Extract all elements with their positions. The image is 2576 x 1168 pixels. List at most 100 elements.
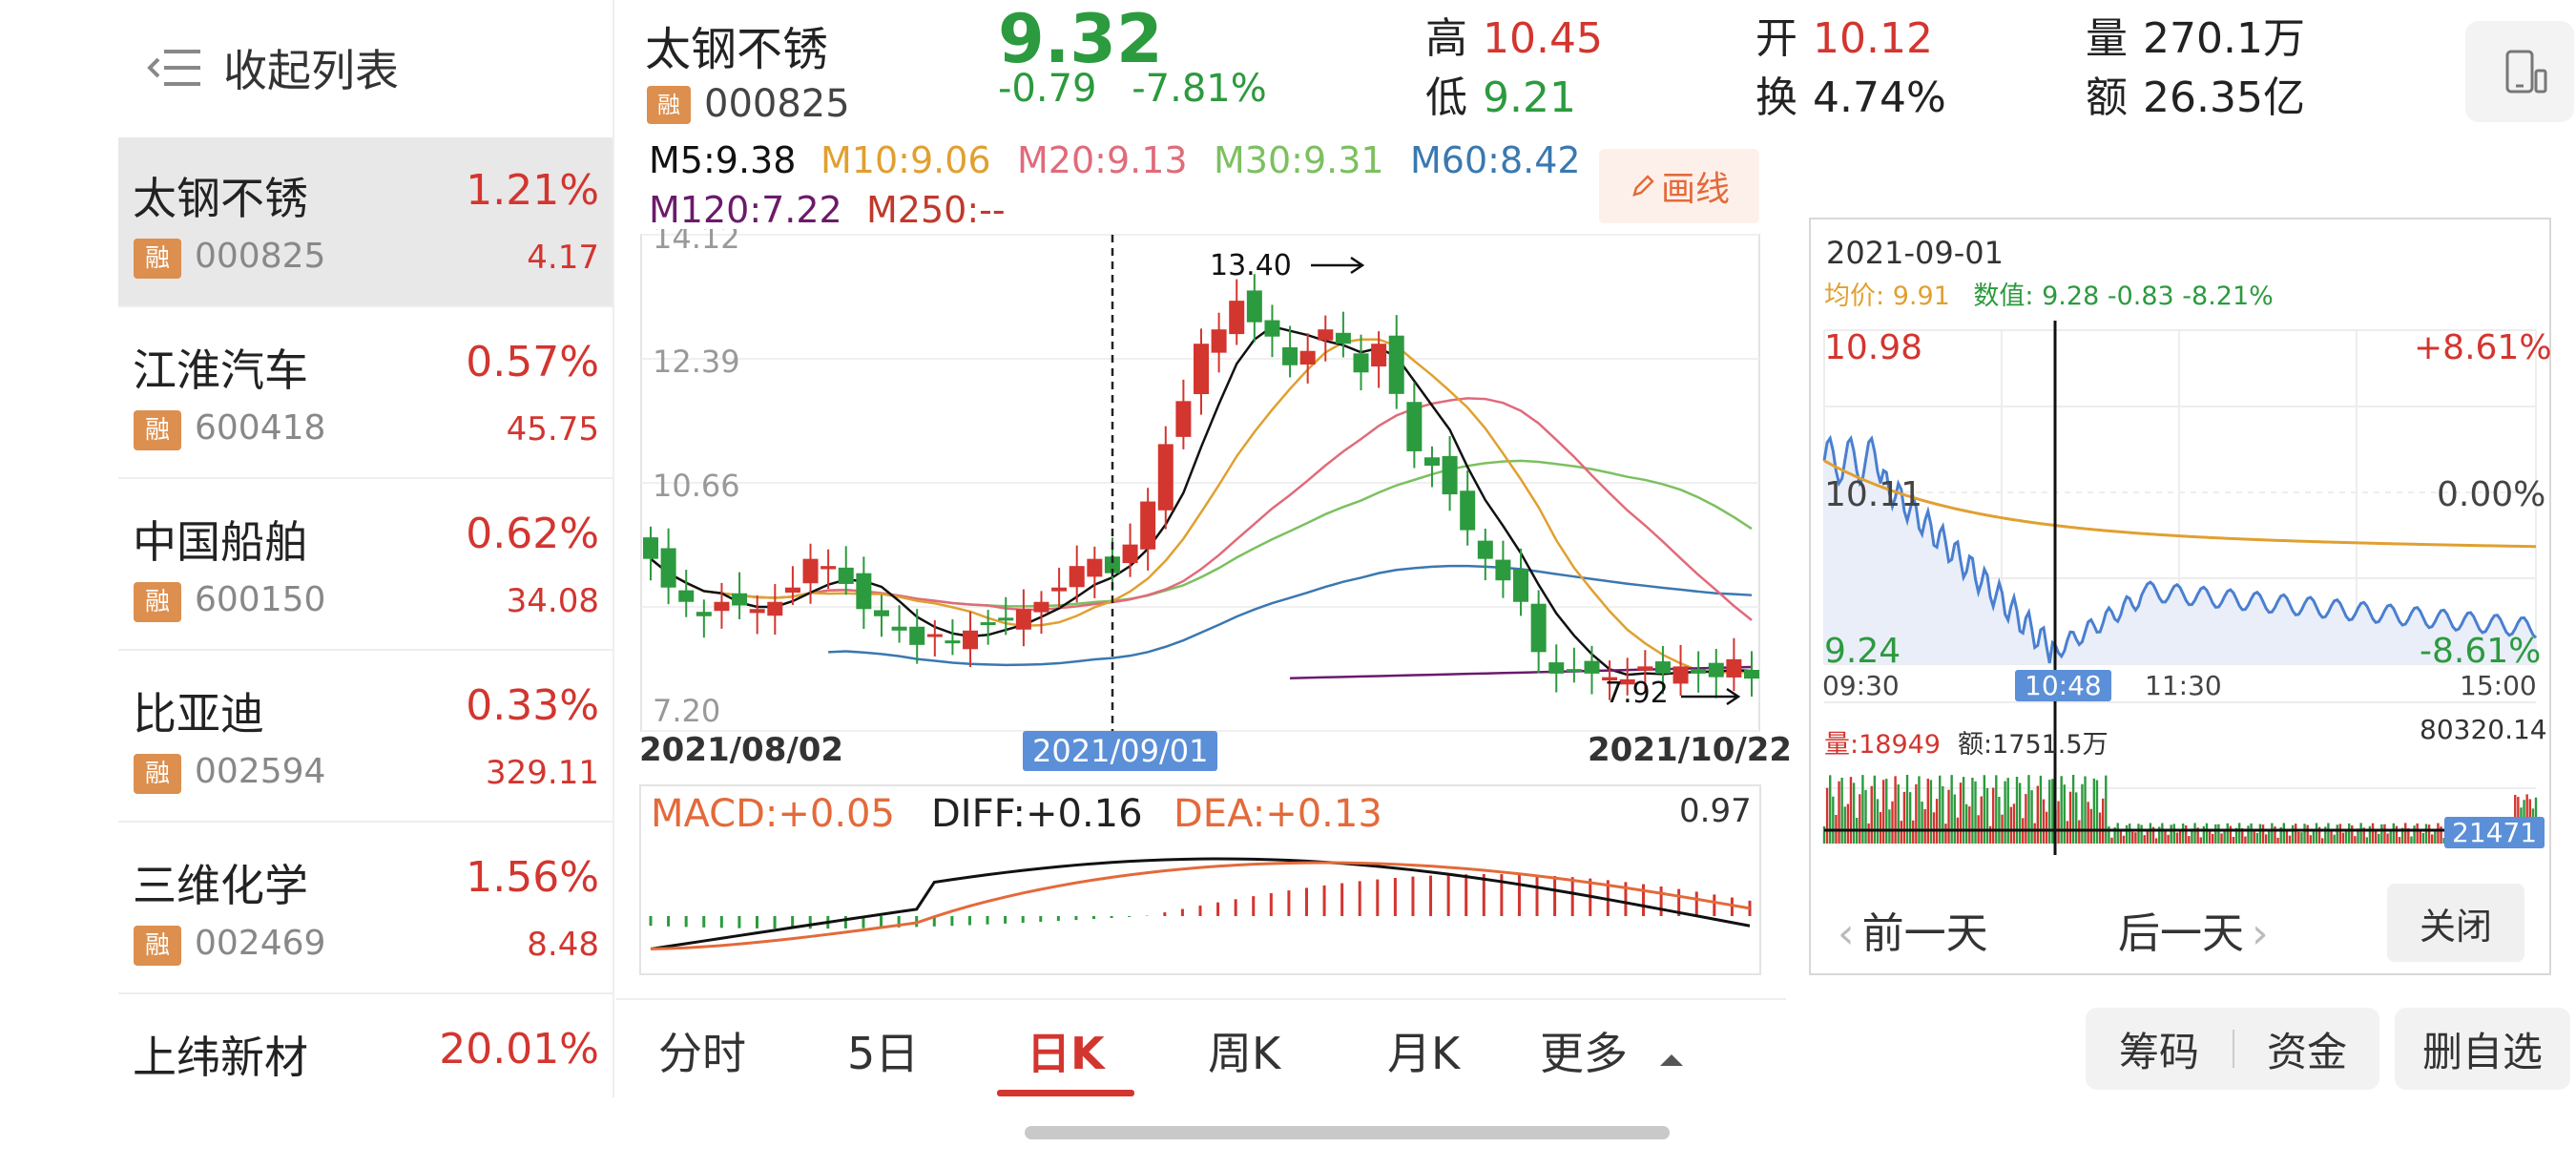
stock-list-item[interactable]: 太钢不锈 1.21% 融 000825 4.17 — [118, 137, 613, 307]
y-tick-label: 10.66 — [653, 468, 740, 504]
remove-watchlist-button[interactable]: 删自选 — [2395, 1008, 2570, 1090]
intraday-avg-line — [1823, 459, 2537, 549]
funds-button[interactable]: 资金 — [2266, 1028, 2347, 1075]
candle-body — [1318, 329, 1334, 341]
price-change: -0.79 -7.81% — [998, 67, 1267, 111]
volume-stat: 量 270.1万 — [2086, 4, 2305, 65]
tabs-divider — [616, 998, 1786, 1000]
stock-price: 329.11 — [486, 754, 599, 792]
candle-body — [1602, 677, 1618, 681]
candle-body — [1122, 544, 1138, 564]
intraday-time-mid: 11:30 — [2145, 670, 2222, 701]
caret-up-icon — [1659, 1054, 1683, 1066]
margin-badge: 融 — [134, 239, 181, 279]
stock-list-item[interactable]: 比亚迪 0.33% 融 002594 329.11 — [118, 653, 613, 823]
turnover-label: 换 — [1755, 73, 1797, 122]
turnover-stat: 换 4.74% — [1755, 63, 1946, 124]
candle-body — [1691, 668, 1707, 674]
close-popup-button[interactable]: 关闭 — [2387, 884, 2524, 962]
diff-line — [650, 857, 1751, 950]
high-stat: 高 10.45 — [1425, 4, 1603, 65]
candle-body — [732, 593, 748, 606]
candle-body — [1637, 666, 1653, 671]
collapse-list-label: 收起列表 — [223, 45, 399, 96]
open-label: 开 — [1755, 14, 1797, 63]
intraday-price-area — [1824, 438, 2536, 664]
stock-change-pct: 0.62% — [466, 510, 599, 558]
next-day-button[interactable]: 后一天 › — [2118, 899, 2269, 960]
candle-body — [1033, 601, 1049, 613]
y-tick-label: 14.12 — [653, 229, 740, 256]
draw-line-button[interactable]: 画线 — [1599, 149, 1759, 223]
low-marker: 7.92 — [1605, 677, 1669, 710]
candle-body — [1708, 662, 1724, 678]
open-value: 10.12 — [1813, 14, 1933, 63]
tab-weekly-k[interactable]: 周K — [1208, 1028, 1281, 1079]
last-price: 9.32 — [998, 0, 1163, 78]
tab-monthly-k[interactable]: 月K — [1387, 1028, 1461, 1079]
stock-change-pct: 1.56% — [466, 853, 599, 902]
ma60-line — [828, 564, 1753, 667]
candle-body — [1423, 457, 1440, 466]
candle-body — [1175, 401, 1192, 437]
intraday-top-price: 10.98 — [1824, 328, 1923, 367]
next-day-label: 后一天 — [2118, 909, 2244, 958]
candle-body — [1495, 559, 1511, 581]
ma10-line — [650, 338, 1753, 675]
tab-5day[interactable]: 5日 — [847, 1028, 920, 1079]
stock-price: 8.48 — [527, 926, 599, 964]
chips-button[interactable]: 筹码 — [2118, 1028, 2199, 1075]
stock-code: 002469 — [195, 924, 326, 963]
candle-body — [856, 573, 872, 610]
kline-chart[interactable]: 14.12 12.39 10.66 7.20 13.40 7.92 — [639, 229, 1761, 773]
kline-y-axis: 14.12 12.39 10.66 7.20 — [653, 229, 740, 729]
candle-body — [1246, 290, 1262, 323]
volume-value: 270.1万 — [2143, 14, 2305, 63]
margin-badge: 融 — [647, 86, 691, 124]
macd-panel[interactable] — [639, 784, 1761, 975]
val-value: 9.28 -0.83 -8.21% — [2042, 282, 2274, 311]
candlestick-series — [643, 274, 1759, 700]
stock-code: 600418 — [195, 408, 326, 448]
kline-x-cursor: 2021/09/01 — [1023, 731, 1218, 771]
stock-change-pct: 20.01% — [439, 1025, 599, 1074]
stock-list-item[interactable]: 江淮汽车 0.57% 融 600418 45.75 — [118, 309, 613, 479]
high-marker-arrow — [1311, 256, 1365, 275]
candle-body — [1264, 320, 1280, 337]
intraday-volume-label: 量:18949 — [1824, 730, 1941, 760]
candle-body — [1406, 402, 1423, 451]
tab-more[interactable]: 更多 — [1540, 1019, 1686, 1082]
stock-list-item[interactable]: 三维化学 1.56% 融 002469 8.48 — [118, 824, 613, 994]
candle-body — [873, 610, 889, 616]
candle-body — [1584, 660, 1600, 674]
low-marker-arrow — [1681, 687, 1741, 706]
candle-body — [963, 630, 979, 650]
intraday-volume-bars — [1822, 775, 2538, 844]
intraday-time-start: 09:30 — [1822, 670, 1900, 701]
ma250-label: M250:-- — [866, 189, 1006, 231]
stock-list-item[interactable]: 上纬新材 20.01% — [118, 996, 613, 1097]
candle-body — [1530, 603, 1547, 653]
prev-day-button[interactable]: ‹ 前一天 — [1838, 899, 1988, 960]
intraday-top-pct: +8.61% — [2414, 328, 2552, 367]
stock-list-item[interactable]: 中国船舶 0.62% 融 600150 34.08 — [118, 481, 613, 651]
candle-body — [1282, 346, 1298, 365]
open-stat: 开 10.12 — [1755, 4, 1933, 65]
collapse-list-button[interactable]: 收起列表 — [147, 34, 399, 101]
candle-body — [1051, 587, 1068, 592]
stock-code: 600150 — [195, 580, 326, 619]
tab-intraday[interactable]: 分时 — [658, 1028, 746, 1079]
candle-body — [926, 634, 943, 637]
candle-body — [1477, 540, 1493, 559]
candle-body — [1654, 661, 1671, 674]
candle-body — [909, 626, 925, 645]
low-value: 9.21 — [1483, 73, 1576, 122]
tab-daily-k[interactable]: 日K — [1027, 1028, 1105, 1079]
y-tick-label: 7.20 — [653, 693, 720, 729]
intraday-chart[interactable] — [1822, 321, 2538, 874]
collapse-list-icon — [147, 46, 202, 90]
landscape-button[interactable] — [2465, 21, 2574, 122]
stock-price: 4.17 — [527, 239, 599, 277]
macd-top-value: 0.97 — [1679, 792, 1752, 830]
avg-value: 9.91 — [1892, 282, 1950, 311]
